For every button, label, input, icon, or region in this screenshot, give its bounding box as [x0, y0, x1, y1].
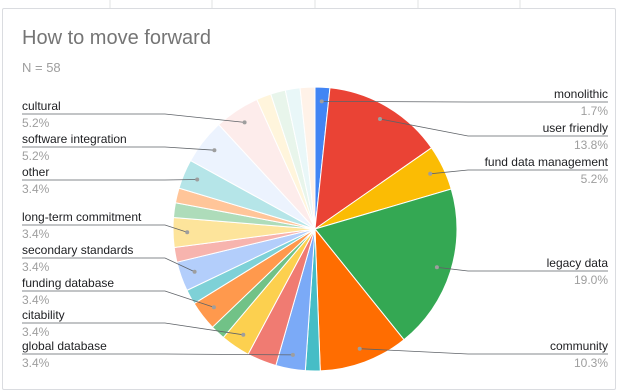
callout-line-fund-data-management: [430, 169, 608, 175]
pie-slice-community[interactable]: [314, 227, 405, 372]
callout-dot-legacy-data: [434, 265, 439, 270]
slice-percent-long-term-commitment: 3.4%: [22, 227, 50, 241]
callout-line-community: [359, 348, 608, 355]
callout-line-global-database: [22, 353, 293, 356]
chart-subtitle: N = 58: [22, 60, 61, 75]
callout-dot-funding-database: [211, 305, 216, 310]
callout-line-cultural: [22, 113, 245, 123]
slice-label-secondary-standards: secondary standards: [22, 243, 133, 257]
slice-label-community: community: [550, 339, 608, 353]
slice-label-long-term-commitment: long-term commitment: [22, 210, 142, 224]
callout-dot-secondary-standards: [192, 269, 197, 274]
slice-label-fund-data-management: fund data management: [485, 155, 609, 169]
pie-slice-unlabeled[interactable]: [299, 86, 316, 230]
callout-dot-software-integration: [212, 148, 217, 153]
slice-percent-community: 10.3%: [574, 356, 608, 370]
slice-percent-legacy-data: 19.0%: [574, 273, 608, 287]
callout-dot-monolithic: [319, 99, 324, 104]
callout-line-secondary-standards: [22, 257, 195, 273]
callout-line-monolithic: [321, 101, 608, 103]
callout-dot-long-term-commitment: [185, 230, 190, 235]
callout-line-user-friendly: [379, 118, 608, 137]
slice-percent-secondary-standards: 3.4%: [22, 260, 50, 274]
slice-percent-citability: 3.4%: [22, 325, 50, 339]
callout-lines: [22, 99, 608, 357]
callout-line-citability: [22, 322, 244, 336]
slice-label-funding-database: funding database: [22, 276, 114, 290]
callout-dot-community: [357, 346, 362, 351]
callout-dot-citability: [241, 332, 246, 337]
slice-percent-monolithic: 1.7%: [581, 104, 609, 118]
chart-title: How to move forward: [22, 27, 211, 49]
slice-percent-funding-database: 3.4%: [22, 293, 50, 307]
callout-dot-fund-data-management: [428, 171, 433, 176]
callout-line-legacy-data: [436, 266, 608, 272]
callout-dot-other: [195, 177, 200, 182]
slice-label-other: other: [22, 165, 49, 179]
callout-dot-global-database: [290, 352, 295, 357]
slice-label-legacy-data: legacy data: [547, 256, 609, 270]
slice-percent-fund-data-management: 5.2%: [581, 172, 609, 186]
callout-dot-user-friendly: [378, 117, 382, 121]
slice-label-software-integration: software integration: [22, 132, 127, 146]
pie-slices: [172, 86, 458, 372]
slice-percent-other: 3.4%: [22, 182, 50, 196]
slice-labels: monolithic 1.7% user friendly 13.8% fund dat…: [22, 87, 609, 370]
callout-line-other: [22, 179, 198, 181]
slice-label-citability: citability: [22, 308, 65, 322]
pie-slice-legacy-data[interactable]: [314, 188, 458, 341]
callout-line-funding-database: [22, 290, 215, 308]
callout-dot-cultural: [242, 120, 247, 125]
slice-label-cultural: cultural: [22, 99, 61, 113]
slice-percent-cultural: 5.2%: [22, 116, 50, 130]
callout-line-long-term-commitment: [22, 224, 188, 233]
slice-percent-user-friendly: 13.8%: [574, 138, 608, 152]
slice-percent-software-integration: 5.2%: [22, 149, 50, 163]
callout-line-software-integration: [22, 146, 215, 151]
slice-label-user-friendly: user friendly: [543, 121, 608, 135]
slice-label-monolithic: monolithic: [554, 87, 608, 101]
slice-label-global-database: global database: [22, 339, 107, 353]
slice-percent-global-database: 3.4%: [22, 356, 50, 370]
